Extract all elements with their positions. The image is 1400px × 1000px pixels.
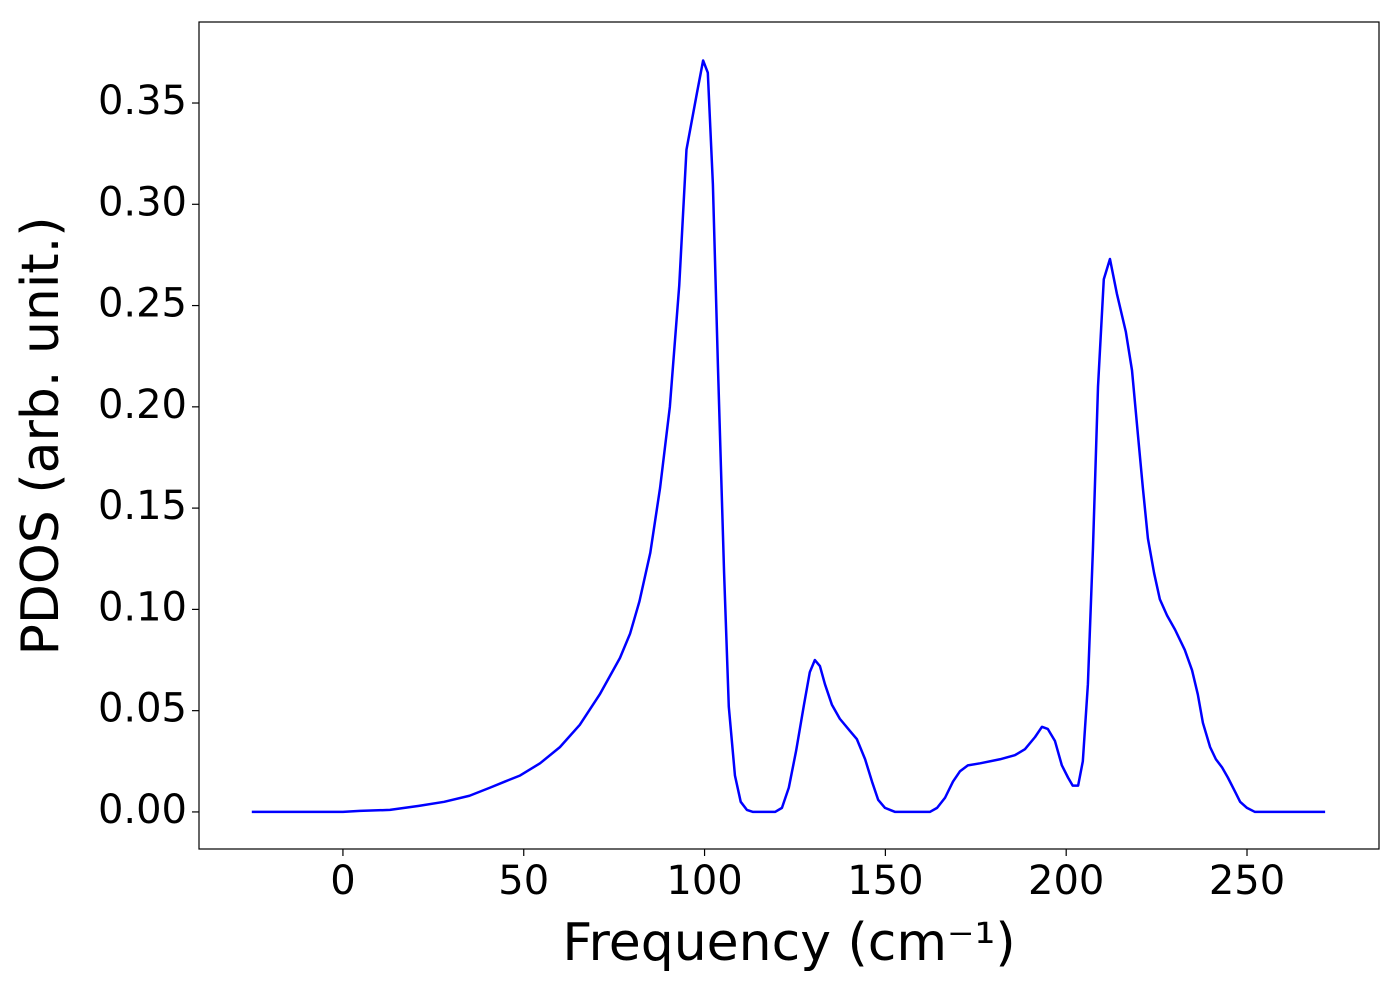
x-tick-label: 50 xyxy=(498,858,549,904)
x-tick-label: 100 xyxy=(666,858,742,904)
y-tick-label: 0.35 xyxy=(98,78,187,124)
y-tick-label: 0.15 xyxy=(98,483,187,529)
x-tick-label: 0 xyxy=(330,858,355,904)
plot-frame xyxy=(198,21,1380,850)
x-axis-label: Frequency (cm⁻¹) xyxy=(562,913,1015,973)
y-tick-label: 0.25 xyxy=(98,281,187,327)
y-tick-label: 0.30 xyxy=(98,179,187,225)
x-tick-label: 200 xyxy=(1028,858,1104,904)
y-tick-label: 0.20 xyxy=(98,382,187,428)
y-tick-label: 0.00 xyxy=(98,787,187,833)
x-tick-label: 150 xyxy=(847,858,923,904)
y-tick-label: 0.10 xyxy=(98,584,187,630)
pdos-line xyxy=(251,59,1326,814)
x-tick-label: 250 xyxy=(1209,858,1285,904)
y-tick-label: 0.05 xyxy=(98,686,187,732)
y-axis-label: PDOS (arb. unit.) xyxy=(11,216,71,655)
